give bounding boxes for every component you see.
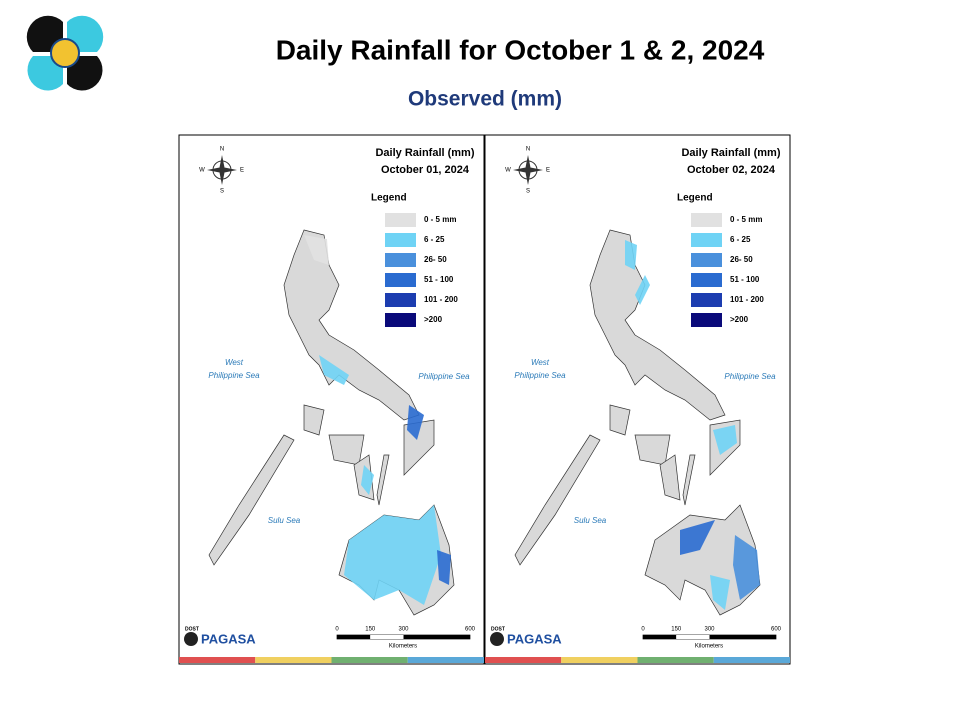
legend-label: 51 - 100: [730, 275, 760, 284]
legend-label: 51 - 100: [424, 275, 454, 284]
pagasa-logo: [184, 632, 198, 646]
sea-label: Philippine Sea: [418, 372, 470, 381]
legend-swatch: [691, 293, 722, 307]
compass-label: E: [240, 168, 244, 174]
scale-label: 0: [335, 627, 339, 633]
logo-text: DOST: [491, 626, 505, 632]
rain-area: [437, 550, 451, 585]
subtitle: Observed (mm): [408, 88, 562, 111]
logo-text: PAGASA: [507, 631, 562, 646]
scale-label: 300: [398, 627, 409, 633]
scale-label: 300: [704, 627, 715, 633]
legend-label: 26- 50: [424, 255, 447, 264]
compass-label: N: [220, 147, 224, 153]
legend-label: >200: [424, 315, 443, 324]
rain-area: [407, 405, 424, 440]
rain-area: [304, 235, 329, 265]
color-strip: [179, 657, 256, 663]
sea-label: Philippine Sea: [724, 372, 776, 381]
scale-segment: [643, 635, 677, 639]
sea-label: Sulu Sea: [268, 516, 301, 525]
legend-swatch: [385, 253, 416, 267]
legend-swatch: [691, 253, 722, 267]
scale-label: 150: [671, 627, 682, 633]
legend-swatch: [691, 273, 722, 287]
map-date: October 02, 2024: [687, 164, 776, 176]
legend-swatch: [385, 273, 416, 287]
legend-label: 26- 50: [730, 255, 753, 264]
scale-label: 0: [641, 627, 645, 633]
compass-label: S: [220, 189, 224, 195]
color-strip: [407, 657, 484, 663]
scale-segment: [337, 635, 371, 639]
color-strip: [331, 657, 408, 663]
rain-area: [625, 240, 637, 270]
title: Daily Rainfall for October 1 & 2, 2024: [276, 34, 765, 65]
legend-label: 0 - 5 mm: [424, 215, 456, 224]
legend-swatch: [385, 313, 416, 327]
legend-swatch: [385, 293, 416, 307]
legend-label: 6 - 25: [730, 235, 751, 244]
scale-label: 150: [365, 627, 376, 633]
legend-label: 6 - 25: [424, 235, 445, 244]
compass-label: E: [546, 168, 550, 174]
rain-area: [680, 520, 715, 555]
scale-label: 600: [465, 627, 476, 633]
compass: [207, 155, 237, 185]
scale-segment: [709, 635, 776, 639]
legend-label: 101 - 200: [730, 295, 764, 304]
sea-label: West: [531, 358, 550, 367]
color-strip: [637, 657, 714, 663]
logo: [26, 15, 104, 91]
logo-text: PAGASA: [201, 631, 256, 646]
legend-swatch: [691, 313, 722, 327]
compass-label: W: [199, 168, 205, 174]
scale-segment: [403, 635, 470, 639]
legend-swatch: [691, 233, 722, 247]
scale-segment: [370, 635, 404, 639]
legend-title: Legend: [371, 193, 407, 204]
compass-label: N: [526, 147, 530, 153]
rain-area: [361, 465, 374, 495]
rain-area: [733, 535, 760, 600]
scale-unit: Kilometers: [389, 644, 417, 650]
compass-label: W: [505, 168, 511, 174]
pagasa-logo: [490, 632, 504, 646]
legend-title: Legend: [677, 193, 713, 204]
logo-text: DOST: [185, 626, 199, 632]
compass: [513, 155, 543, 185]
sea-label: Philippine Sea: [208, 371, 260, 380]
map-panel: N E S W Daily Rainfall (mm) October 01, 2024 L…: [178, 134, 485, 665]
legend-swatch: [691, 213, 722, 227]
legend-label: >200: [730, 315, 749, 324]
rain-area: [710, 575, 730, 610]
map-panel: N E S W Daily Rainfall (mm) October 02, 2024 L…: [484, 134, 791, 665]
color-strip: [561, 657, 638, 663]
rain-area: [713, 425, 737, 455]
rain-area: [344, 505, 441, 605]
legend-label: 101 - 200: [424, 295, 458, 304]
rain-area: [319, 355, 349, 385]
map-date: October 01, 2024: [381, 164, 470, 176]
color-strip: [713, 657, 790, 663]
compass-label: S: [526, 189, 530, 195]
scale-label: 600: [771, 627, 782, 633]
legend-label: 0 - 5 mm: [730, 215, 762, 224]
scale-unit: Kilometers: [695, 644, 723, 650]
color-strip: [255, 657, 332, 663]
map-title: Daily Rainfall (mm): [681, 147, 780, 159]
legend-swatch: [385, 233, 416, 247]
sea-label: Philippine Sea: [514, 371, 566, 380]
map-title: Daily Rainfall (mm): [375, 147, 474, 159]
color-strip: [485, 657, 562, 663]
scale-segment: [676, 635, 710, 639]
maps: N E S W Daily Rainfall (mm) October 01, 2024 L…: [178, 134, 791, 665]
rain-area: [635, 275, 650, 305]
sea-label: Sulu Sea: [574, 516, 607, 525]
sea-label: West: [225, 358, 244, 367]
legend-swatch: [385, 213, 416, 227]
